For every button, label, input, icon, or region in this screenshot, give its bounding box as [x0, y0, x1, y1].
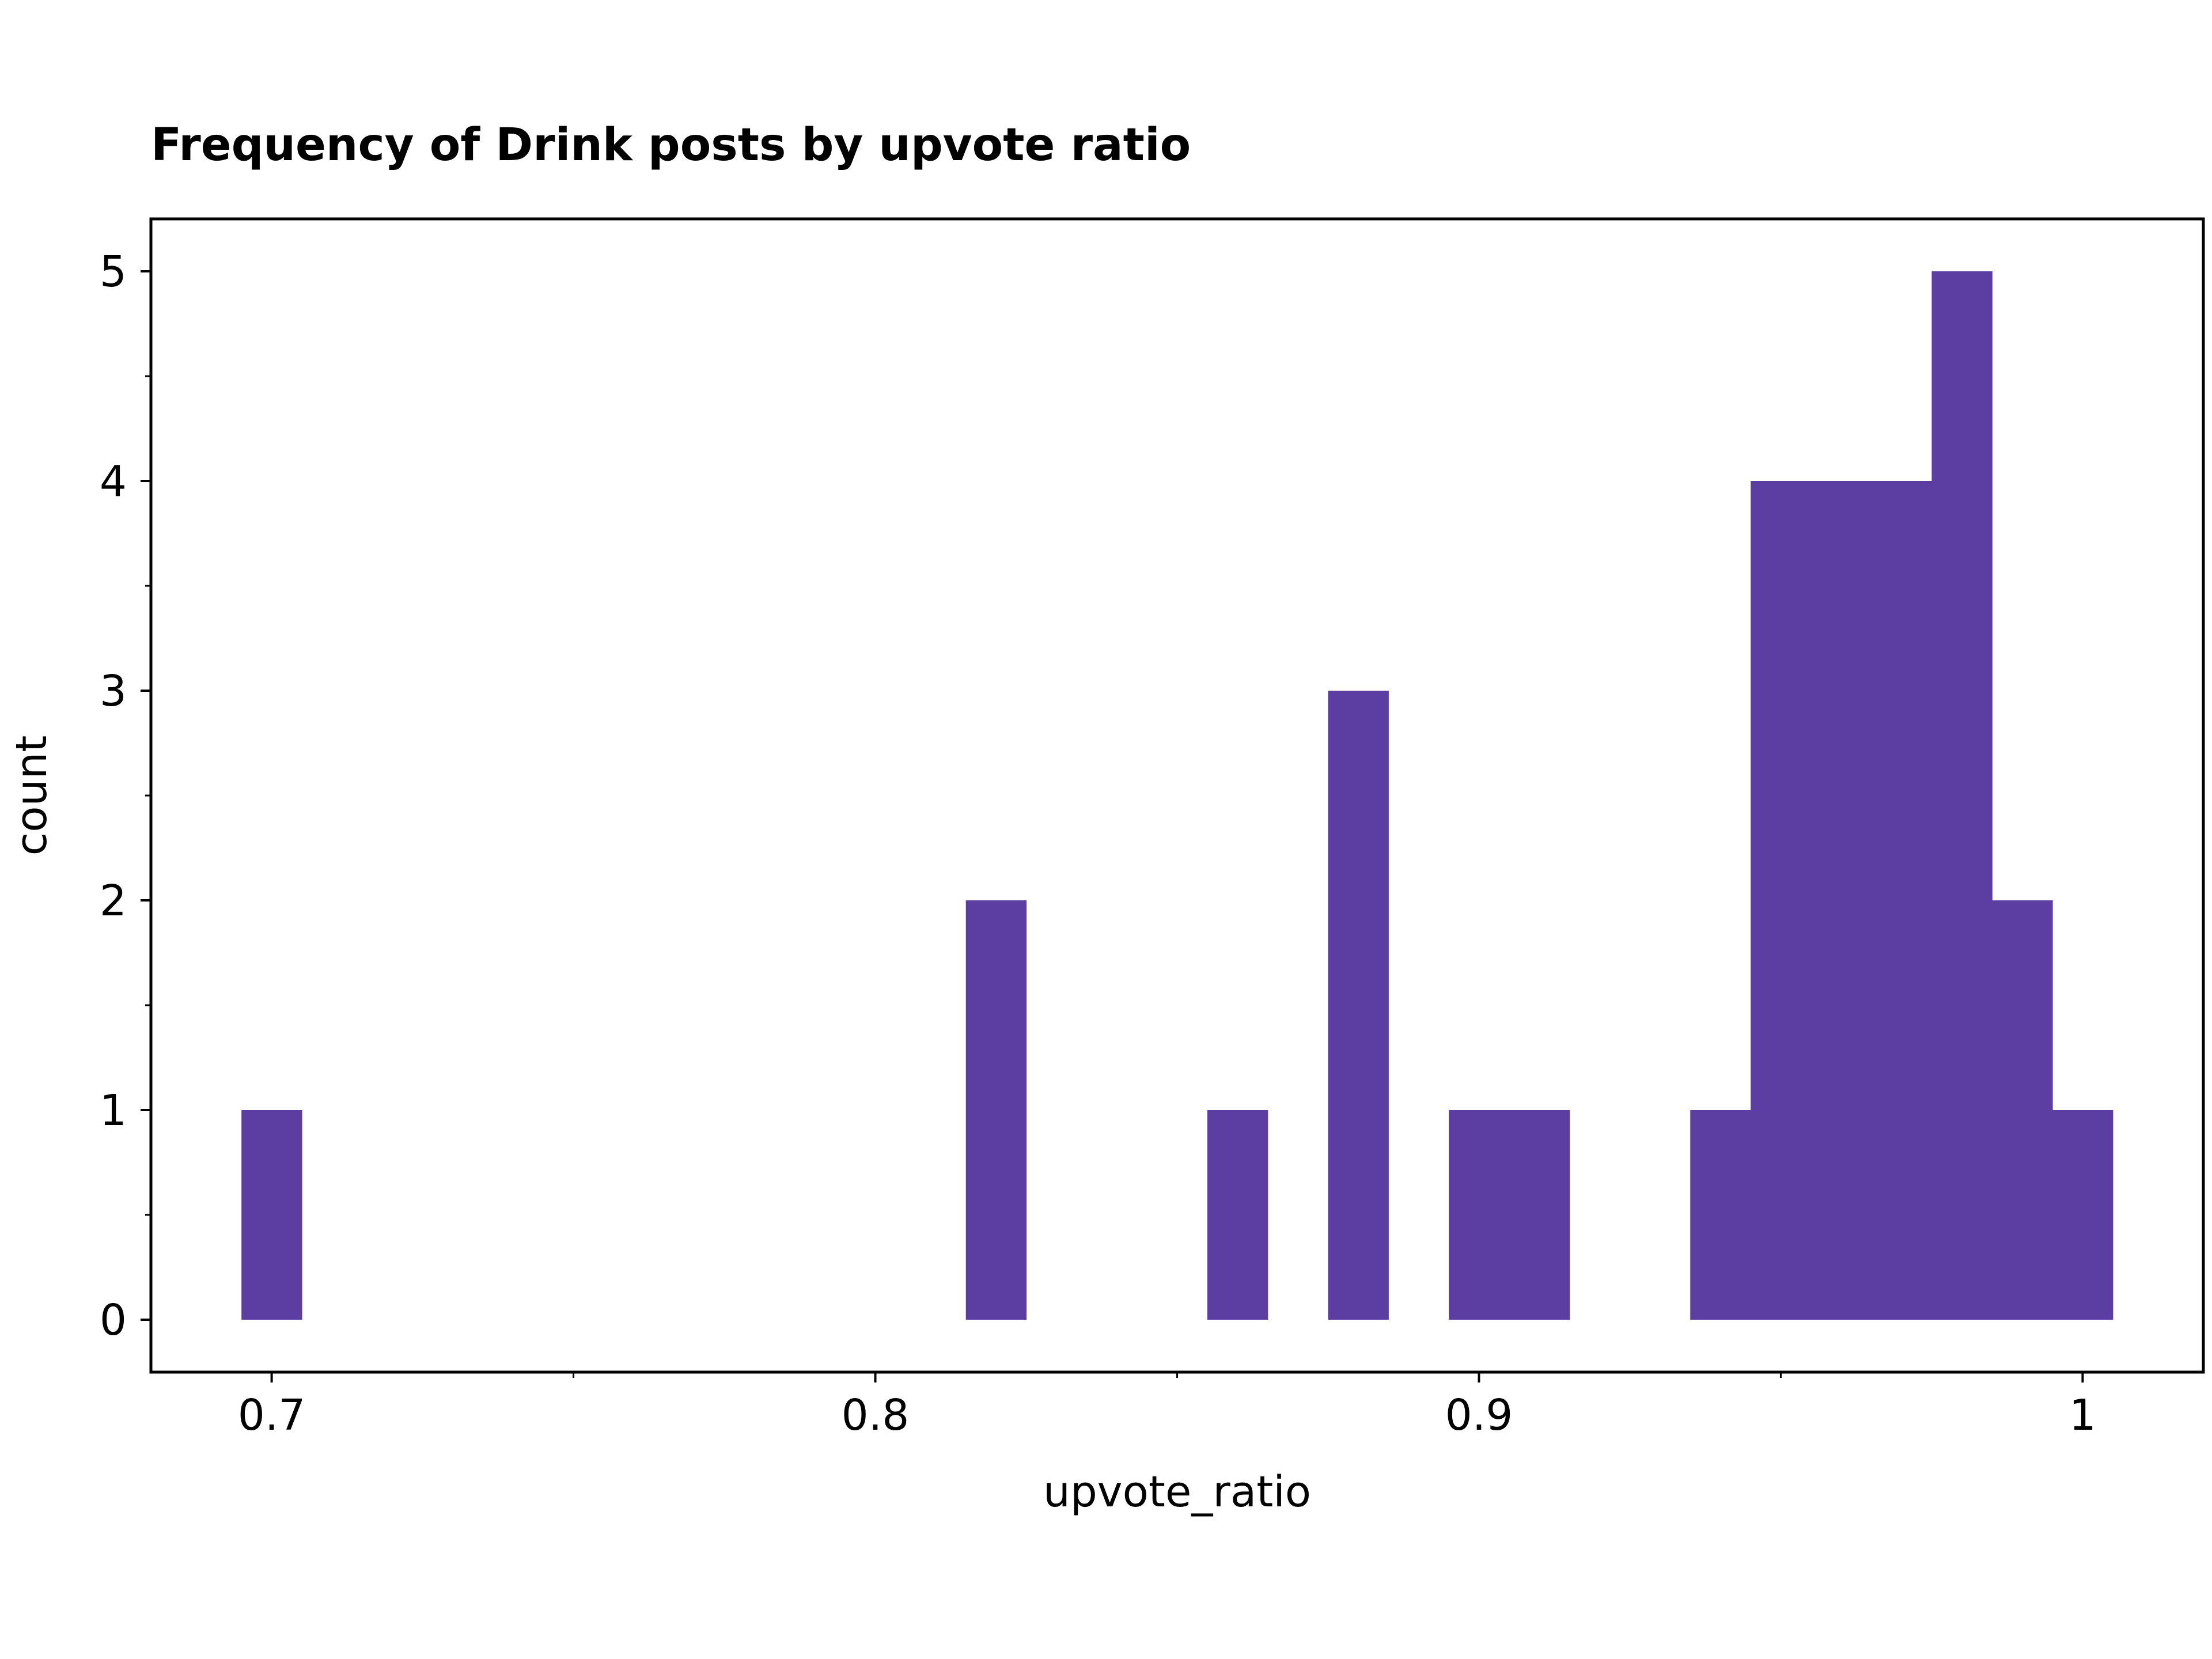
- y-tick-label: 0: [100, 1296, 127, 1345]
- x-tick-label: 0.9: [1445, 1391, 1513, 1440]
- histogram-bar: [1207, 1110, 1268, 1320]
- bars-group: [241, 271, 2113, 1320]
- y-axis-ticks: 0 1 2 3 4 5: [100, 247, 151, 1345]
- x-tick-label: 0.7: [238, 1391, 306, 1440]
- histogram-bar: [1810, 481, 1872, 1320]
- histogram-bar: [1509, 1110, 1570, 1320]
- x-tick-label: 0.8: [842, 1391, 910, 1440]
- y-tick-label: 1: [100, 1086, 127, 1135]
- x-axis-label: upvote_ratio: [1043, 1467, 1311, 1517]
- x-tick-label: 1: [2069, 1391, 2096, 1440]
- histogram-bar: [1690, 1110, 1751, 1320]
- y-axis-label: count: [7, 736, 56, 856]
- y-tick-label: 4: [100, 457, 127, 506]
- histogram-bar: [965, 900, 1027, 1320]
- histogram-bar: [1931, 271, 1993, 1320]
- histogram-bar: [2052, 1110, 2113, 1320]
- histogram-bar: [1328, 691, 1389, 1320]
- chart-title: Frequency of Drink posts by upvote ratio: [151, 119, 1191, 171]
- histogram-bar: [241, 1110, 302, 1320]
- y-tick-label: 5: [100, 247, 127, 297]
- histogram-bar: [1871, 481, 1933, 1320]
- histogram-bar: [1449, 1110, 1510, 1320]
- histogram-bar: [1751, 481, 1812, 1320]
- y-tick-label: 3: [100, 666, 127, 716]
- x-axis-ticks: 0.7 0.8 0.9 1: [238, 1372, 2096, 1440]
- histogram-bar: [1992, 900, 2053, 1320]
- y-tick-label: 2: [100, 876, 127, 926]
